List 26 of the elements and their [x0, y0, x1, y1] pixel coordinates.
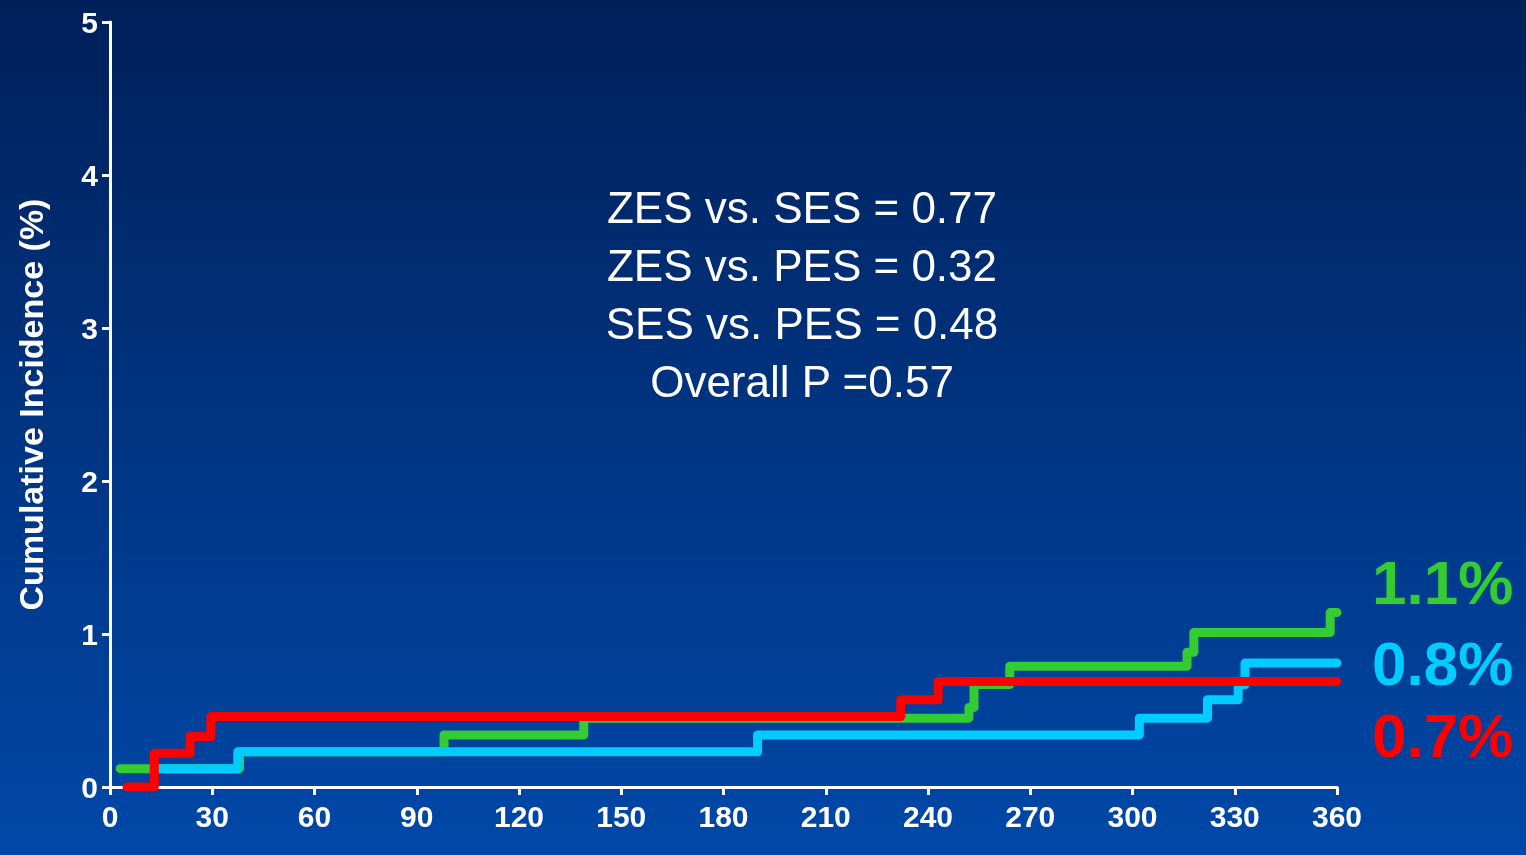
annotation: ZES vs. PES = 0.32 [606, 240, 998, 290]
x-tick-label: 360 [1311, 799, 1363, 833]
y-tick-label: 1 [81, 617, 98, 651]
x-tick-label: 30 [195, 799, 229, 833]
text: 1.1% [1372, 548, 1514, 618]
y-tick-label: 4 [81, 158, 99, 192]
y-tick-label: 0 [81, 770, 98, 804]
x-tick-label: 150 [596, 799, 647, 833]
x-tick-label: 330 [1209, 799, 1260, 833]
y-tick-label: 5 [81, 5, 98, 39]
x-tick-label: 180 [698, 799, 749, 833]
text: 0.7% [1372, 700, 1514, 770]
x-tick-label: 90 [400, 799, 434, 833]
x-tick-label: 270 [1005, 799, 1056, 833]
x-tick-label: 60 [297, 799, 332, 833]
annotation: ZES vs. SES = 0.77 [606, 182, 998, 232]
x-tick-label: 300 [1107, 799, 1158, 833]
x-tick-label: 240 [902, 799, 954, 833]
y-axis-title: Cumulative Incidence (%) [12, 198, 50, 611]
annotation: SES vs. PES = 0.48 [605, 298, 999, 348]
x-tick-label: 120 [493, 799, 545, 833]
y-tick-label: 2 [81, 464, 98, 498]
text: 0.8% [1372, 628, 1514, 698]
x-tick-label: 210 [800, 799, 851, 833]
annotation: Overall P =0.57 [650, 356, 954, 406]
y-tick-label: 3 [81, 311, 98, 345]
